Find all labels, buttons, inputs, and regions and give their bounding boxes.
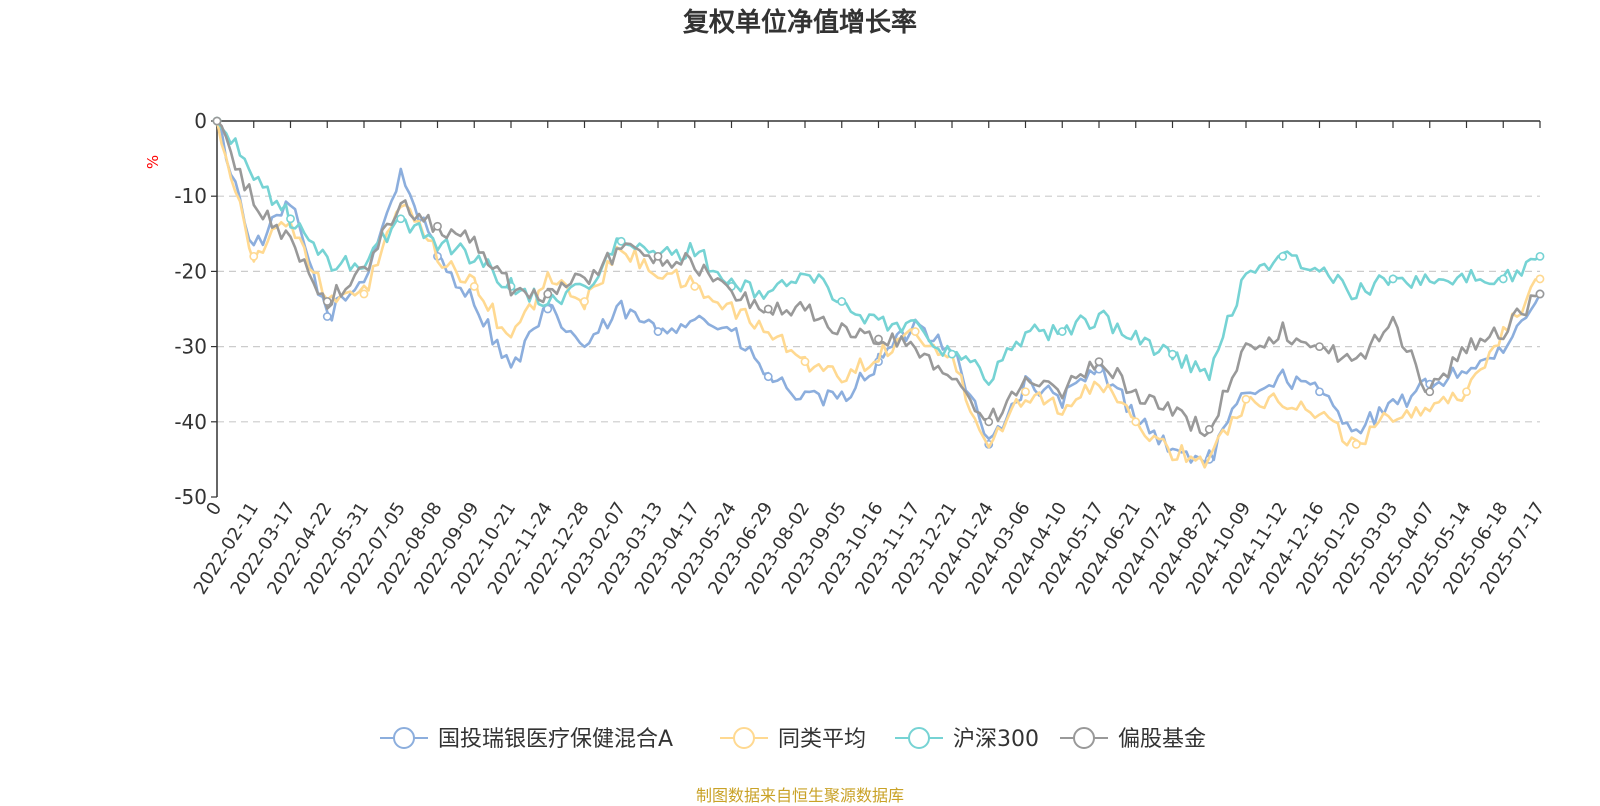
- legend-marker: [733, 727, 755, 749]
- data-point: [1535, 274, 1545, 284]
- data-point: [763, 304, 773, 314]
- data-point: [910, 327, 920, 336]
- chart-title: 复权单位净值增长率: [682, 8, 917, 38]
- data-point: [1168, 349, 1177, 359]
- y-tick-label: -20: [174, 259, 207, 283]
- chart-svg: 0-10-20-30-40-50%02022-02-112022-03-1720…: [144, 109, 1549, 752]
- data-point: [763, 372, 773, 382]
- legend-label: 偏股基金: [1118, 727, 1206, 752]
- data-point: [690, 282, 700, 291]
- y-tick-label: -10: [174, 184, 207, 208]
- data-point: [984, 417, 994, 427]
- data-point: [1535, 251, 1545, 261]
- series-line: [215, 120, 1541, 469]
- data-source-note: 制图数据来自恒生聚源数据库: [695, 786, 904, 805]
- data-point: [543, 289, 553, 299]
- data-point: [249, 251, 259, 261]
- y-tick-label: 0: [194, 109, 207, 133]
- data-point: [286, 214, 295, 224]
- data-point: [433, 221, 442, 231]
- data-point: [1535, 289, 1545, 299]
- data-point: [837, 297, 847, 306]
- y-tick-label: -50: [174, 485, 207, 509]
- data-point: [322, 297, 332, 306]
- data-point: [396, 214, 406, 224]
- y-axis-label: %: [144, 155, 162, 169]
- data-point: [1388, 274, 1398, 284]
- data-point: [616, 236, 626, 246]
- data-point: [469, 282, 479, 291]
- data-point: [874, 334, 883, 344]
- data-point: [1315, 342, 1324, 351]
- x-tick-label: 0: [202, 499, 226, 520]
- data-point: [1241, 394, 1251, 404]
- data-point: [1278, 251, 1288, 261]
- y-tick-label: -30: [174, 335, 207, 359]
- data-point: [1498, 274, 1508, 284]
- data-point: [359, 289, 369, 299]
- data-point: [1204, 424, 1214, 434]
- data-point: [580, 297, 589, 306]
- data-point: [653, 251, 663, 261]
- legend-label: 国投瑞银医疗保健混合A: [438, 727, 673, 752]
- data-point: [1462, 387, 1471, 397]
- data-point: [1351, 439, 1361, 449]
- series-line: [215, 120, 1541, 386]
- data-point: [1057, 327, 1067, 336]
- legend-marker: [908, 727, 930, 749]
- y-tick-label: -40: [174, 410, 207, 434]
- data-point: [653, 327, 663, 336]
- data-point: [212, 116, 222, 126]
- series-line: [215, 120, 1542, 465]
- legend-label: 沪深300: [953, 727, 1039, 752]
- legend-label: 同类平均: [778, 727, 866, 752]
- data-point: [1425, 387, 1435, 397]
- data-point: [1315, 387, 1324, 397]
- data-point: [1094, 357, 1104, 367]
- data-point: [947, 349, 957, 359]
- data-point: [800, 357, 810, 367]
- data-point: [1021, 387, 1030, 397]
- legend-marker: [393, 727, 415, 749]
- data-point: [322, 312, 332, 321]
- legend-marker: [1073, 727, 1095, 749]
- data-point: [1131, 417, 1141, 427]
